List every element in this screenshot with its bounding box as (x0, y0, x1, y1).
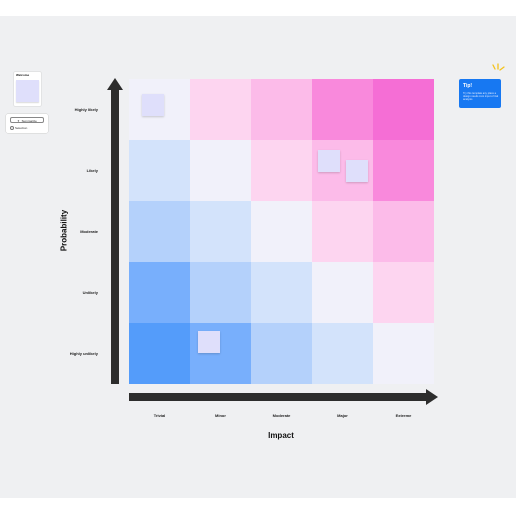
matrix-cell (251, 79, 312, 140)
sparkle-icon (492, 63, 505, 71)
welcome-frame[interactable]: Welcome (14, 72, 41, 106)
y-axis-arrowhead (107, 78, 123, 90)
row-label: Likely (86, 168, 98, 173)
tip-card[interactable]: Tip! Try this template any place a desig… (459, 79, 501, 108)
matrix-cell (312, 201, 373, 262)
matrix-cell (129, 140, 190, 201)
matrix-cell (312, 79, 373, 140)
matrix-cell (373, 262, 434, 323)
matrix-cell (190, 262, 251, 323)
x-axis-arrow (129, 393, 427, 401)
row-label: Moderate (80, 229, 98, 234)
column-label: Minor (215, 413, 226, 418)
matrix-cell (373, 79, 434, 140)
y-axis-arrow (111, 89, 119, 384)
sticky-note[interactable] (346, 160, 368, 182)
sticky-note[interactable] (318, 150, 340, 172)
tip-text: Try this template any place a design nee… (463, 92, 499, 102)
matrix-cell (312, 323, 373, 384)
y-axis-title: Probability (59, 209, 69, 252)
x-axis-arrowhead (426, 389, 438, 405)
welcome-sticky-note[interactable] (16, 80, 39, 102)
row-label: Highly unlikely (69, 351, 98, 356)
matrix-cell (190, 140, 251, 201)
summarize-button-label: Summarize (21, 119, 37, 123)
x-axis-title: Impact (268, 431, 294, 440)
column-label: Moderate (272, 413, 291, 418)
row-label: Highly likely (74, 107, 98, 112)
matrix-cell (251, 262, 312, 323)
column-label: Trivial (153, 413, 166, 418)
matrix-cell (129, 201, 190, 262)
selection-option[interactable]: Selection (10, 126, 28, 131)
matrix-cell (129, 323, 190, 384)
column-label: Extreme (395, 413, 412, 418)
summarize-panel: ✦ Summarize Selection (6, 114, 48, 133)
sticky-note[interactable] (142, 94, 164, 116)
tip-title: Tip! (463, 83, 473, 89)
matrix-cell (190, 79, 251, 140)
welcome-title: Welcome (16, 73, 30, 77)
matrix-cell (251, 323, 312, 384)
risk-matrix-grid (129, 79, 434, 384)
selection-option-label: Selection (15, 126, 28, 130)
matrix-cell (251, 140, 312, 201)
matrix-cell (373, 201, 434, 262)
matrix-cell (190, 201, 251, 262)
summarize-button[interactable]: ✦ Summarize (10, 117, 44, 123)
radio-icon (10, 126, 14, 131)
matrix-cell (251, 201, 312, 262)
matrix-cell (312, 262, 373, 323)
sticky-note[interactable] (198, 331, 220, 353)
matrix-cell (373, 140, 434, 201)
sparkle-icon: ✦ (17, 119, 20, 123)
row-label: Unlikely (82, 290, 98, 295)
matrix-cell (129, 262, 190, 323)
matrix-cell (373, 323, 434, 384)
column-label: Major (337, 413, 348, 418)
